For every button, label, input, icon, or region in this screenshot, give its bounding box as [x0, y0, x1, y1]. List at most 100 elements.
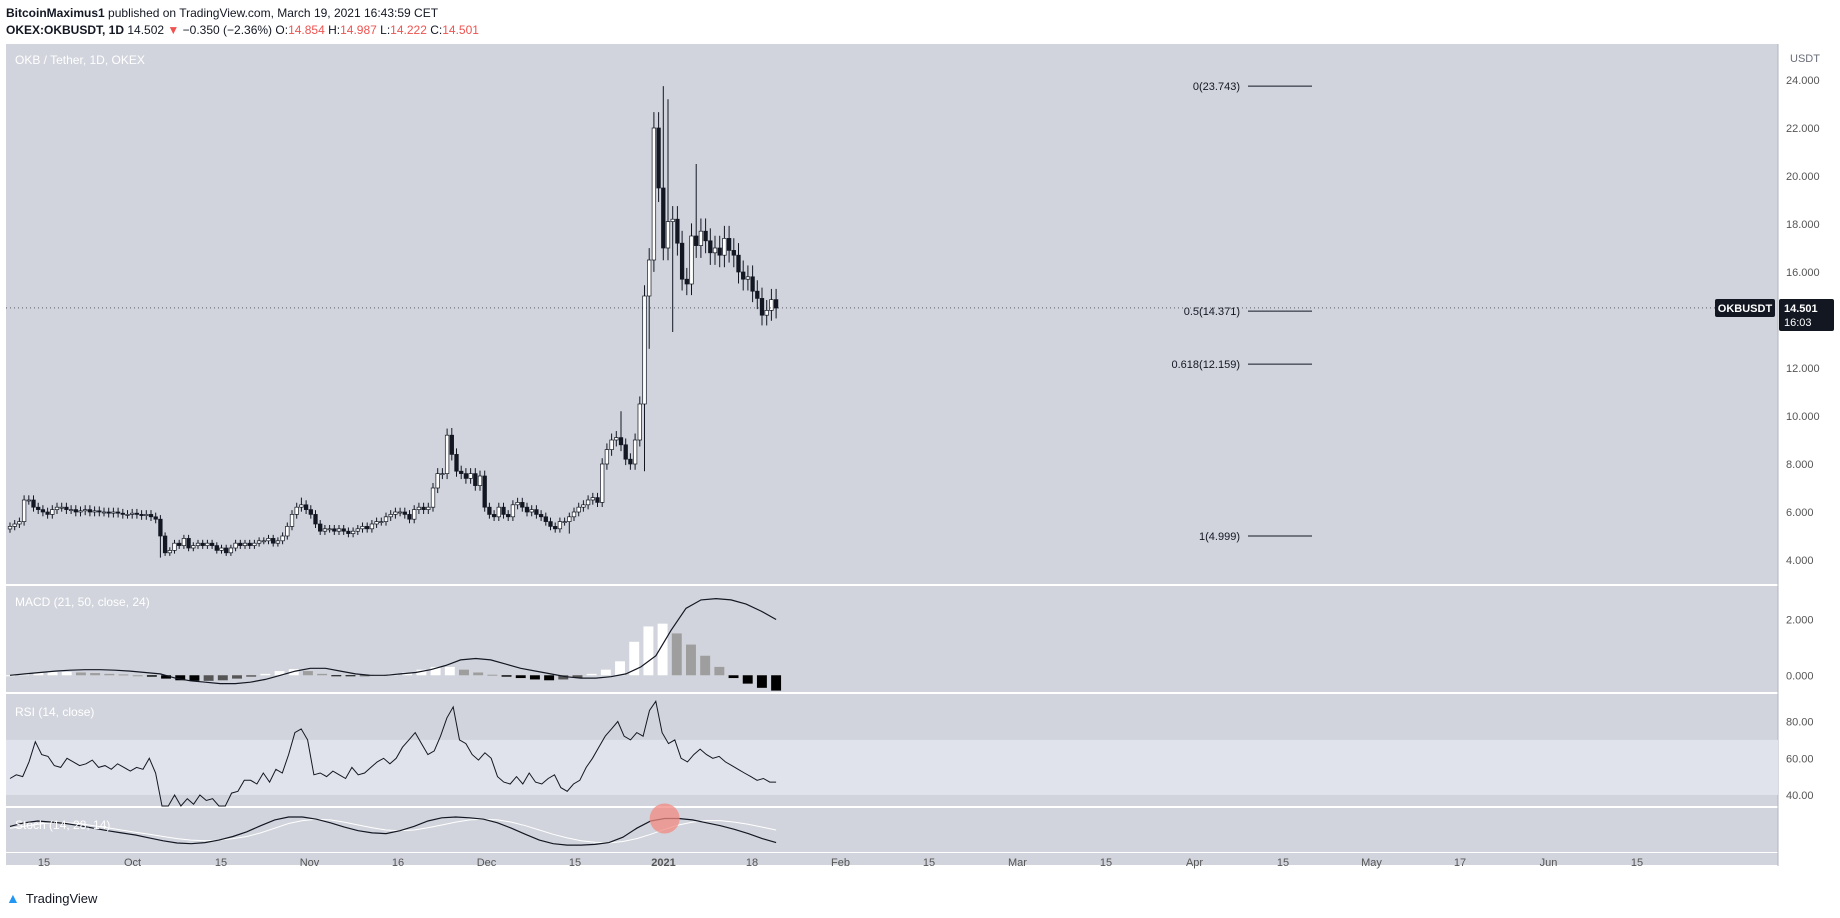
macd-histogram-bar — [203, 675, 214, 681]
time-tick-label: 15 — [923, 857, 935, 869]
candle-body — [167, 550, 172, 554]
candle-body — [271, 538, 276, 544]
low-value: 14.222 — [390, 23, 427, 37]
candle-body — [736, 254, 741, 273]
candle-body — [501, 506, 506, 515]
candle-body — [416, 506, 422, 510]
candle-body — [604, 449, 610, 465]
candle-body — [139, 514, 144, 516]
high-label: H: — [328, 23, 341, 37]
candle-body — [17, 521, 22, 525]
candle-body — [426, 506, 431, 510]
macd-title: MACD (21, 50, close, 24) — [15, 595, 150, 609]
rsi-tick-label: 60.00 — [1786, 753, 1814, 765]
macd-histogram-bar — [118, 674, 129, 676]
candle-body — [435, 473, 440, 489]
candle-body — [78, 510, 83, 513]
price-tick-label: 22.000 — [1786, 123, 1820, 135]
last-price: 14.502 — [127, 23, 165, 37]
candle-body — [769, 299, 774, 311]
macd-histogram-bar — [175, 675, 186, 681]
candle-body — [83, 509, 88, 512]
candle-body — [745, 276, 751, 280]
candle-body — [115, 511, 121, 514]
macd-histogram-bar — [331, 675, 342, 677]
candle-body — [496, 506, 501, 518]
candle-body — [773, 299, 779, 309]
time-tick-label: 15 — [1277, 857, 1289, 869]
publisher-line: BitcoinMaximus1 published on TradingView… — [6, 6, 438, 20]
candle-body — [524, 506, 530, 513]
candle-body — [538, 514, 544, 518]
macd-histogram-bar — [657, 623, 668, 676]
rsi-title: RSI (14, close) — [15, 705, 94, 719]
candle-body — [374, 521, 379, 525]
candle-body — [200, 542, 205, 546]
candle-body — [228, 547, 234, 554]
macd-histogram-bar — [586, 673, 597, 676]
candle-body — [111, 511, 116, 514]
candle-body — [647, 259, 652, 297]
candle-body — [285, 526, 290, 537]
candle-body — [444, 434, 450, 474]
price-tick-label: 24.000 — [1786, 75, 1820, 87]
footer-brand[interactable]: TradingView — [25, 890, 98, 906]
candle-body — [741, 271, 746, 280]
macd-histogram-bar — [529, 675, 540, 680]
candle-body — [336, 528, 342, 532]
price-tick-label: 10.000 — [1786, 411, 1820, 423]
price-tick-label: 12.000 — [1786, 363, 1820, 375]
price-tick-label: 4.000 — [1786, 555, 1814, 567]
time-tick-label: Jun — [1540, 857, 1558, 869]
candle-body — [275, 540, 281, 544]
time-tick-label: Mar — [1008, 857, 1027, 869]
macd-histogram-bar — [246, 675, 257, 677]
change-value: −0.350 (−2.36%) — [182, 23, 273, 37]
candle-body — [703, 230, 708, 242]
candle-body — [144, 514, 149, 516]
candle-body — [388, 514, 393, 518]
macd-histogram-bar — [33, 672, 44, 676]
ohlc-line: OKEX:OKBUSDT, 1D 14.502 ▼ −0.350 (−2.36%… — [6, 23, 479, 37]
candle-body — [205, 542, 210, 546]
candle-body — [299, 504, 304, 508]
macd-histogram-bar — [288, 669, 299, 676]
candle-body — [726, 238, 732, 251]
fib-level-label: 0.5(14.371) — [1184, 306, 1240, 318]
candle-body — [759, 298, 765, 316]
footer: ▲ TradingView — [6, 890, 97, 906]
candle-body — [609, 439, 614, 450]
high-value: 14.987 — [340, 23, 377, 37]
candle-body — [214, 545, 219, 551]
fib-level-label: 0.618(12.159) — [1172, 359, 1241, 371]
tradingview-logo-icon[interactable]: ▲ — [6, 890, 20, 906]
candle-body — [280, 535, 285, 542]
macd-histogram-bar — [728, 675, 739, 679]
candle-body — [322, 528, 328, 532]
candle-body — [73, 509, 78, 513]
macd-histogram-bar — [643, 626, 654, 676]
macd-line — [9, 597, 777, 685]
candle-body — [412, 509, 417, 520]
macd-histogram-bar — [544, 675, 555, 681]
candle-body — [266, 538, 271, 542]
candle-body — [454, 454, 459, 472]
candle-body — [181, 538, 187, 546]
rsi-tick-label: 40.00 — [1786, 790, 1814, 802]
candle-body — [158, 518, 163, 537]
author-name[interactable]: BitcoinMaximus1 — [6, 6, 105, 20]
time-tick-label: 17 — [1454, 857, 1466, 869]
macd-histogram-bar — [430, 666, 441, 676]
candle-body — [191, 545, 196, 549]
macd-histogram-bar — [756, 675, 767, 688]
macd-histogram-bar — [700, 655, 711, 676]
candle-body — [407, 514, 412, 520]
candle-body — [54, 506, 60, 510]
stoch-d-line — [9, 818, 777, 844]
candle-body — [224, 547, 229, 554]
candle-body — [303, 504, 309, 510]
candle-body — [722, 238, 727, 256]
candle-body — [130, 512, 135, 515]
candle-body — [45, 511, 50, 515]
